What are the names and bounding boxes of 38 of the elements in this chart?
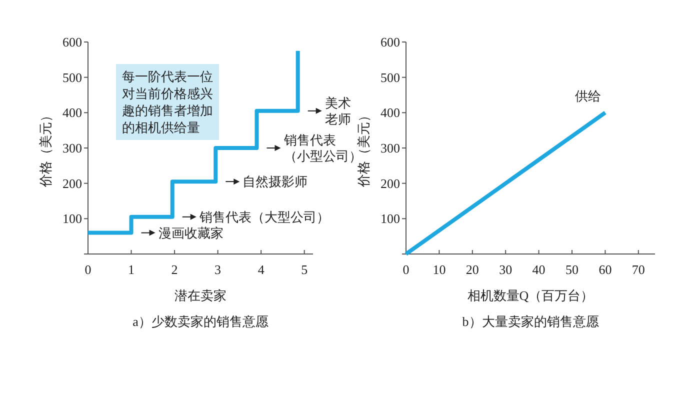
y-tick-label: 600 [62, 34, 82, 50]
annotation: 每一阶代表一位对当前价格感兴趣的销售者增加的相机供给量 [122, 69, 213, 135]
x-tick-label: 0 [84, 262, 92, 277]
y-tick-label: 500 [380, 70, 400, 85]
y-tick-label: 200 [380, 176, 400, 191]
x-tick-label: 5 [301, 262, 308, 277]
x-tick-label: 3 [214, 262, 222, 277]
y-tick-label: 400 [380, 105, 400, 120]
note-box: 每一阶代表一位对当前价格感兴趣的销售者增加的相机供给量 [116, 64, 219, 140]
series-label: 供给 [575, 88, 602, 104]
x-tick-label: 20 [466, 262, 479, 277]
text: 美术老师 [324, 95, 351, 126]
x-axis-title: 相机数量Q（百万台） [467, 288, 594, 303]
x-tick-label: 30 [499, 262, 512, 277]
y-tick-label: 300 [62, 140, 82, 156]
x-tick-label: 2 [171, 262, 178, 277]
annotation: 漫画收藏家 [158, 225, 224, 240]
annotation: 销售代表（大型公司） [198, 209, 330, 224]
x-tick-label: 1 [128, 262, 135, 277]
x-tick-label: 0 [402, 262, 410, 277]
y-axis-title: 价格（美元） [38, 109, 53, 188]
x-axis-title: 潜在卖家 [174, 288, 226, 303]
annotation: 自然摄影师 [242, 174, 308, 190]
x-tick-label: 50 [566, 262, 578, 277]
y-tick-label: 400 [62, 105, 82, 120]
y-tick-label: 300 [380, 140, 400, 156]
x-tick-label: 10 [432, 262, 446, 277]
y-tick-label: 600 [380, 34, 400, 50]
y-tick-label: 500 [62, 70, 82, 85]
x-tick-label: 70 [632, 262, 645, 277]
y-tick-label: 200 [62, 176, 82, 191]
y-tick-label: 100 [62, 211, 82, 226]
x-tick-label: 40 [532, 262, 546, 277]
text: b）大量卖家的销售意愿 [462, 314, 599, 329]
text: a）少数卖家的销售意愿 [132, 314, 268, 329]
y-tick-label: 100 [380, 211, 400, 226]
x-tick-label: 4 [258, 262, 265, 277]
x-tick-label: 60 [598, 262, 612, 277]
